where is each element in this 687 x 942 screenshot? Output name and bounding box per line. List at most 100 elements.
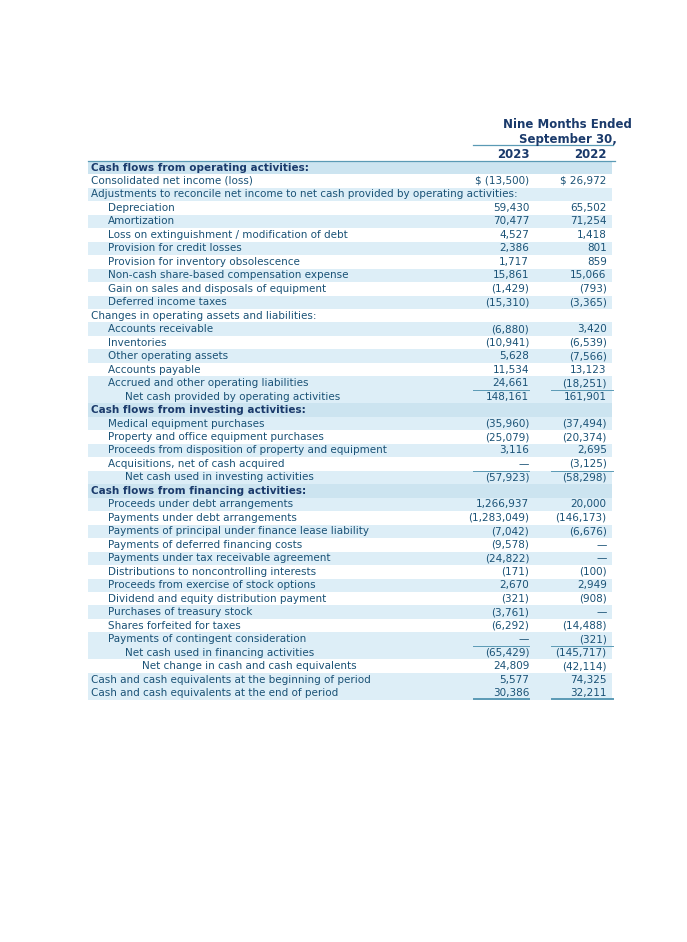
Text: 801: 801 (587, 243, 607, 253)
Text: 15,066: 15,066 (570, 270, 607, 281)
Text: (58,298): (58,298) (562, 473, 607, 482)
Text: 59,430: 59,430 (493, 203, 529, 213)
Bar (88, 512, 612, 525)
Text: Payments of principal under finance lease liability: Payments of principal under finance leas… (109, 527, 370, 536)
Bar (88, 619, 612, 632)
Text: 13,123: 13,123 (570, 365, 607, 375)
Bar (88, 215, 612, 228)
Bar (88, 255, 612, 268)
Bar (88, 673, 612, 687)
Text: —: — (596, 553, 607, 563)
Text: 32,211: 32,211 (570, 688, 607, 698)
Text: Amortization: Amortization (109, 217, 175, 226)
Text: (24,822): (24,822) (484, 553, 529, 563)
Bar (88, 525, 612, 538)
Text: Accounts receivable: Accounts receivable (109, 324, 214, 334)
Text: (6,880): (6,880) (491, 324, 529, 334)
Text: (7,042): (7,042) (491, 527, 529, 536)
Text: (65,429): (65,429) (484, 647, 529, 658)
Text: Proceeds from disposition of property and equipment: Proceeds from disposition of property an… (109, 446, 387, 456)
Text: —: — (596, 608, 607, 617)
Text: 74,325: 74,325 (570, 674, 607, 685)
Text: $ (13,500): $ (13,500) (475, 176, 529, 186)
Text: 3,116: 3,116 (499, 446, 529, 456)
Text: 11,534: 11,534 (493, 365, 529, 375)
Text: Nine Months Ended: Nine Months Ended (504, 119, 632, 132)
Bar (88, 578, 612, 592)
Bar (88, 471, 612, 484)
Text: Net cash provided by operating activities: Net cash provided by operating activitie… (126, 392, 341, 401)
Text: (15,310): (15,310) (485, 298, 529, 307)
Text: Accrued and other operating liabilities: Accrued and other operating liabilities (109, 378, 309, 388)
Text: Adjustments to reconcile net income to net cash provided by operating activities: Adjustments to reconcile net income to n… (91, 189, 518, 200)
Text: 3,420: 3,420 (577, 324, 607, 334)
Bar (88, 497, 612, 512)
Text: Payments under tax receivable agreement: Payments under tax receivable agreement (109, 553, 331, 563)
Bar (88, 349, 612, 363)
Text: —: — (519, 459, 529, 469)
Text: (14,488): (14,488) (562, 621, 607, 630)
Text: Consolidated net income (loss): Consolidated net income (loss) (91, 176, 254, 186)
Text: Payments of deferred financing costs: Payments of deferred financing costs (109, 540, 302, 550)
Text: Proceeds under debt arrangements: Proceeds under debt arrangements (109, 499, 293, 510)
Text: 859: 859 (587, 257, 607, 267)
Text: 20,000: 20,000 (571, 499, 607, 510)
Text: 1,266,937: 1,266,937 (476, 499, 529, 510)
Text: 2,670: 2,670 (499, 580, 529, 591)
Bar (88, 659, 612, 673)
Text: Provision for inventory obsolescence: Provision for inventory obsolescence (109, 257, 300, 267)
Text: —: — (519, 634, 529, 644)
Text: Acquisitions, net of cash acquired: Acquisitions, net of cash acquired (109, 459, 285, 469)
Text: Proceeds from exercise of stock options: Proceeds from exercise of stock options (109, 580, 316, 591)
Bar (88, 565, 612, 578)
Text: (6,539): (6,539) (569, 337, 607, 348)
Text: Non-cash share-based compensation expense: Non-cash share-based compensation expens… (109, 270, 349, 281)
Text: Net cash used in investing activities: Net cash used in investing activities (126, 473, 314, 482)
Text: (35,960): (35,960) (485, 418, 529, 429)
Text: (146,173): (146,173) (556, 512, 607, 523)
Text: 1,717: 1,717 (499, 257, 529, 267)
Text: Accounts payable: Accounts payable (109, 365, 201, 375)
Text: (1,429): (1,429) (491, 284, 529, 294)
Bar (88, 282, 612, 296)
Bar (88, 416, 612, 430)
Text: (25,079): (25,079) (485, 432, 529, 442)
Bar (88, 174, 612, 187)
Text: —: — (596, 540, 607, 550)
Bar (88, 296, 612, 309)
Text: (1,283,049): (1,283,049) (468, 512, 529, 523)
Text: (37,494): (37,494) (562, 418, 607, 429)
Text: September 30,: September 30, (519, 133, 617, 146)
Text: Other operating assets: Other operating assets (109, 351, 229, 361)
Text: Shares forfeited for taxes: Shares forfeited for taxes (109, 621, 241, 630)
Text: Cash flows from financing activities:: Cash flows from financing activities: (91, 486, 306, 495)
Bar (88, 430, 612, 444)
Text: Cash and cash equivalents at the beginning of period: Cash and cash equivalents at the beginni… (91, 674, 371, 685)
Bar (88, 646, 612, 659)
Bar (88, 552, 612, 565)
Bar (88, 268, 612, 282)
Text: 2,386: 2,386 (499, 243, 529, 253)
Text: (793): (793) (579, 284, 607, 294)
Text: Payments of contingent consideration: Payments of contingent consideration (109, 634, 306, 644)
Text: 161,901: 161,901 (563, 392, 607, 401)
Text: Provision for credit losses: Provision for credit losses (109, 243, 242, 253)
Text: (908): (908) (579, 593, 607, 604)
Text: $ 26,972: $ 26,972 (561, 176, 607, 186)
Text: 2,695: 2,695 (577, 446, 607, 456)
Bar (88, 457, 612, 471)
Text: (100): (100) (579, 567, 607, 577)
Text: Changes in operating assets and liabilities:: Changes in operating assets and liabilit… (91, 311, 317, 320)
Text: (6,292): (6,292) (491, 621, 529, 630)
Bar (88, 484, 612, 497)
Bar (88, 187, 612, 202)
Text: 24,661: 24,661 (493, 378, 529, 388)
Bar (88, 403, 612, 416)
Bar (88, 161, 612, 174)
Text: 24,809: 24,809 (493, 661, 529, 671)
Text: (171): (171) (502, 567, 529, 577)
Text: (321): (321) (579, 634, 607, 644)
Text: (57,923): (57,923) (484, 473, 529, 482)
Text: (18,251): (18,251) (562, 378, 607, 388)
Bar (88, 228, 612, 242)
